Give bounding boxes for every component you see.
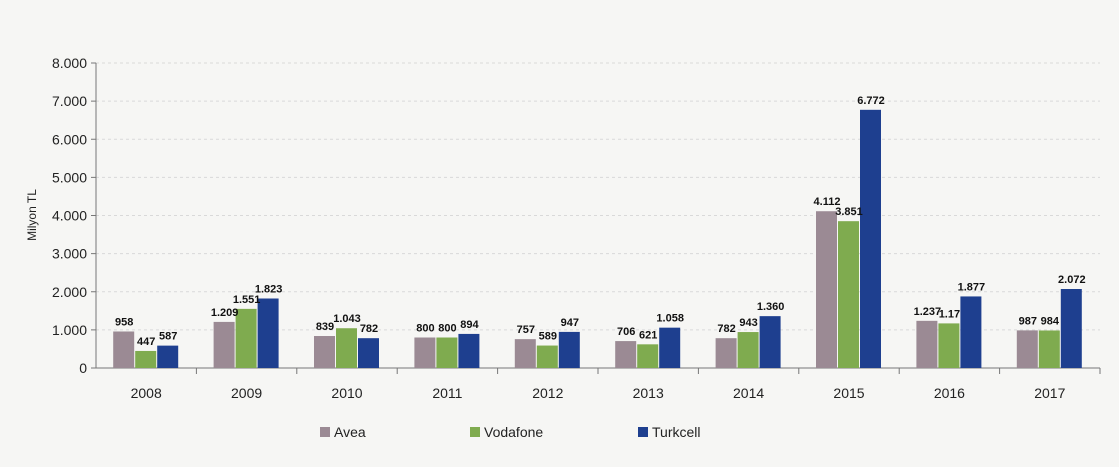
y-tick-label: 8.000	[52, 55, 87, 71]
bar-vodafone-2010	[336, 328, 357, 368]
bar-vodafone-2008	[135, 350, 157, 368]
x-tick-label-2016: 2016	[934, 385, 965, 401]
data-label-vodafone-2008: 447	[137, 336, 155, 348]
bar-avea-2017	[1016, 330, 1038, 368]
legend-item-turkcell: Turkcell	[638, 424, 701, 440]
y-tick-label: 1.000	[52, 322, 87, 338]
bar-avea-2013	[615, 341, 637, 368]
legend-label-avea: Avea	[334, 424, 366, 440]
legend-item-avea: Avea	[320, 424, 366, 440]
data-label-turkcell-2009: 1.823	[255, 283, 283, 295]
bar-avea-2010	[314, 336, 335, 368]
gridlines	[96, 62, 1100, 331]
data-label-turkcell-2008: 587	[159, 331, 177, 343]
data-label-avea-2017: 987	[1019, 315, 1037, 327]
legend-label-turkcell: Turkcell	[652, 424, 701, 440]
data-label-vodafone-2014: 943	[739, 317, 757, 329]
bar-turkcell-2008	[157, 345, 179, 368]
x-tick-label-2015: 2015	[833, 385, 864, 401]
bar-avea-2016	[916, 320, 938, 368]
x-tick-labels: 2008 2009 2010 2011 2012 2013 2014 2015 2016 2017	[131, 385, 1066, 401]
bar-turkcell-2011	[458, 333, 480, 368]
bars	[113, 109, 1082, 368]
y-tick-labels: 0 1.000 2.000 3.000 4.000 5.000 6.000 7.000 8.00…	[52, 55, 87, 376]
y-tick-label: 6.000	[52, 131, 87, 147]
data-label-turkcell-2011: 894	[460, 319, 479, 331]
legend: Avea Vodafone Turkcell	[320, 424, 701, 440]
legend-swatch-vodafone	[470, 427, 480, 437]
bar-avea-2012	[514, 339, 536, 368]
bar-turkcell-2016	[960, 296, 982, 368]
data-label-avea-2015: 4.112	[814, 196, 841, 208]
bar-vodafone-2013	[637, 344, 659, 368]
bar-turkcell-2012	[558, 331, 580, 368]
data-label-turkcell-2017: 2.072	[1058, 274, 1086, 286]
bar-avea-2008	[113, 331, 135, 368]
bar-turkcell-2014	[759, 316, 781, 368]
data-label-avea-2009: 1.209	[211, 307, 239, 319]
data-label-vodafone-2011: 800	[438, 323, 456, 335]
y-tick-label: 3.000	[52, 246, 87, 262]
bar-turkcell-2013	[659, 327, 681, 368]
data-label-avea-2016: 1.237	[914, 306, 942, 318]
bar-avea-2015	[816, 211, 837, 368]
data-label-vodafone-2013: 621	[639, 329, 657, 341]
data-label-avea-2013: 706	[617, 326, 635, 338]
x-tick-label-2017: 2017	[1034, 385, 1065, 401]
data-label-avea-2011: 800	[416, 323, 434, 335]
legend-swatch-avea	[320, 427, 330, 437]
data-label-turkcell-2014: 1.360	[757, 301, 785, 313]
data-label-turkcell-2015: 6.772	[857, 95, 885, 107]
data-label-turkcell-2016: 1.877	[958, 281, 986, 293]
bar-vodafone-2015	[838, 221, 859, 368]
data-label-vodafone-2010: 1.043	[333, 313, 361, 325]
data-label-turkcell-2013: 1.058	[656, 313, 684, 325]
x-tick-label-2013: 2013	[633, 385, 664, 401]
y-tick-label: 2.000	[52, 284, 87, 300]
data-label-vodafone-2016: 1.17	[939, 308, 960, 320]
legend-label-vodafone: Vodafone	[484, 424, 543, 440]
data-label-vodafone-2009: 1.551	[233, 294, 261, 306]
bar-vodafone-2012	[536, 345, 558, 368]
x-tick-label-2014: 2014	[733, 385, 764, 401]
bar-avea-2011	[414, 337, 436, 368]
bar-turkcell-2015	[860, 109, 881, 368]
x-tick-label-2008: 2008	[131, 385, 162, 401]
legend-swatch-turkcell	[638, 427, 648, 437]
bar-turkcell-2009	[257, 298, 279, 368]
data-label-avea-2008: 958	[115, 316, 133, 328]
bar-vodafone-2014	[737, 332, 759, 368]
bar-vodafone-2016	[938, 323, 960, 368]
bar-avea-2009	[213, 321, 235, 368]
bar-vodafone-2011	[436, 337, 458, 368]
bar-vodafone-2017	[1038, 330, 1060, 368]
y-axis-label: Milyon TL	[25, 189, 39, 241]
bar-vodafone-2009	[235, 308, 257, 368]
data-label-avea-2012: 757	[517, 324, 535, 336]
x-tick-label-2010: 2010	[331, 385, 362, 401]
data-label-turkcell-2010: 782	[360, 323, 378, 335]
y-tick-label: 7.000	[52, 93, 87, 109]
x-tick-label-2009: 2009	[231, 385, 262, 401]
data-label-turkcell-2012: 947	[561, 317, 579, 329]
legend-item-vodafone: Vodafone	[470, 424, 543, 440]
bar-turkcell-2017	[1060, 289, 1082, 368]
y-tick-label: 5.000	[52, 169, 87, 185]
y-tick-label: 0	[79, 360, 87, 376]
x-tick-label-2012: 2012	[532, 385, 563, 401]
data-label-vodafone-2012: 589	[539, 331, 557, 343]
bar-turkcell-2010	[358, 338, 379, 368]
y-tick-label: 4.000	[52, 208, 87, 224]
bar-avea-2014	[715, 338, 737, 368]
data-label-avea-2014: 782	[717, 323, 735, 335]
data-label-vodafone-2017: 984	[1041, 315, 1060, 327]
data-label-vodafone-2015: 3.851	[835, 206, 863, 218]
x-tick-label-2011: 2011	[432, 385, 462, 401]
data-label-avea-2010: 839	[316, 321, 334, 333]
